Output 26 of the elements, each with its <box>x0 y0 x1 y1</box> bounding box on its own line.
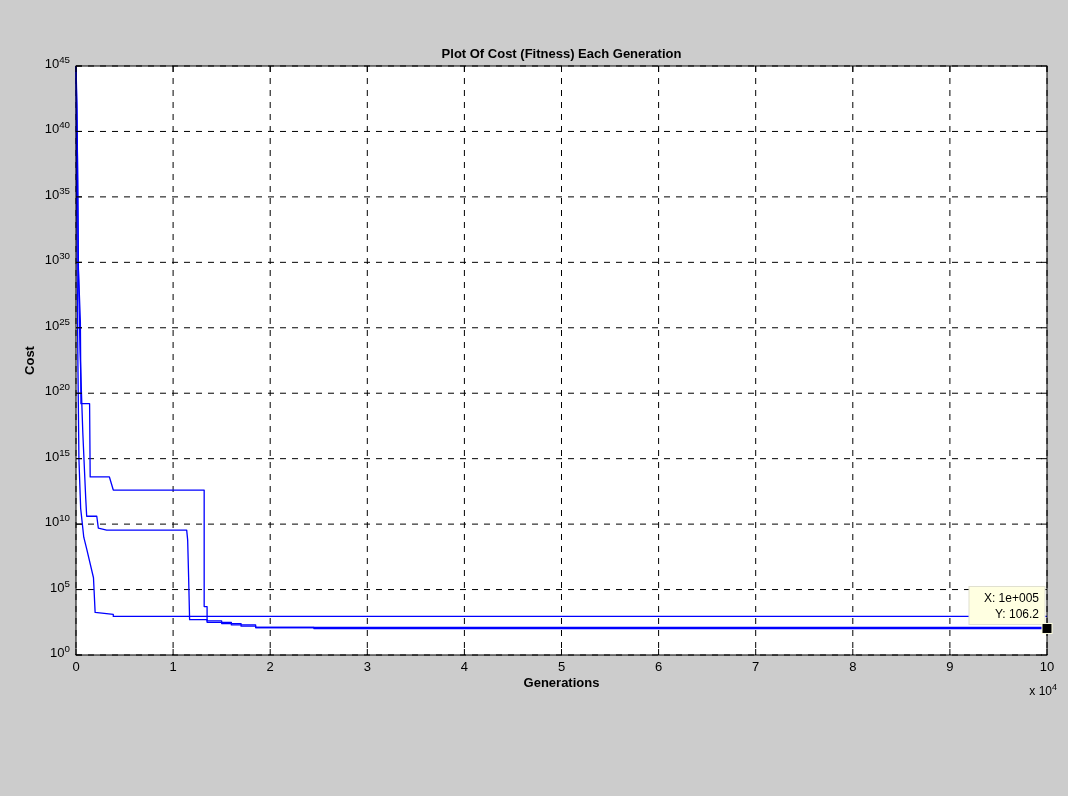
x-tick-label: 2 <box>266 659 274 674</box>
x-tick-label: 10 <box>1039 659 1055 674</box>
y-tick-label: 10$^{45}$ <box>44 53 71 71</box>
x-tick-label: 1 <box>169 659 177 674</box>
annotation: X: 1e+005 Y: 106.2 <box>983 591 1040 622</box>
x-tick-label: 4 <box>460 659 469 674</box>
x-tick-label: 0 <box>72 659 80 674</box>
y-tick-label: 10$^{30}$ <box>44 249 71 268</box>
text: x 10$^{4}$ <box>1029 682 1057 698</box>
y-tick-label: 10$^{40}$ <box>44 118 71 137</box>
x-tick-label: 7 <box>752 659 760 674</box>
y-tick-label: 10$^{25}$ <box>44 315 71 333</box>
x-tick-label: 6 <box>654 659 663 674</box>
x-tick-label: 8 <box>849 659 857 674</box>
chart-title: Plot Of Cost (Fitness) Each Generation <box>441 46 682 61</box>
y-tick-label: 10$^{15}$ <box>44 446 71 464</box>
y-tick-label: 10$^{35}$ <box>44 184 71 202</box>
x-tick-label: 5 <box>557 659 566 674</box>
x-tick-label: 9 <box>946 659 954 674</box>
y-tick-label: 10$^{0}$ <box>50 642 71 660</box>
x-tick-label: 3 <box>363 659 371 674</box>
y-tick-label: 10$^{10}$ <box>44 511 71 530</box>
x-axis-title: Generations <box>523 675 600 690</box>
y-tick-label: 10$^{5}$ <box>50 577 71 595</box>
y-tick-label: 10$^{20}$ <box>44 380 71 399</box>
y-axis-title: Cost <box>22 345 37 375</box>
